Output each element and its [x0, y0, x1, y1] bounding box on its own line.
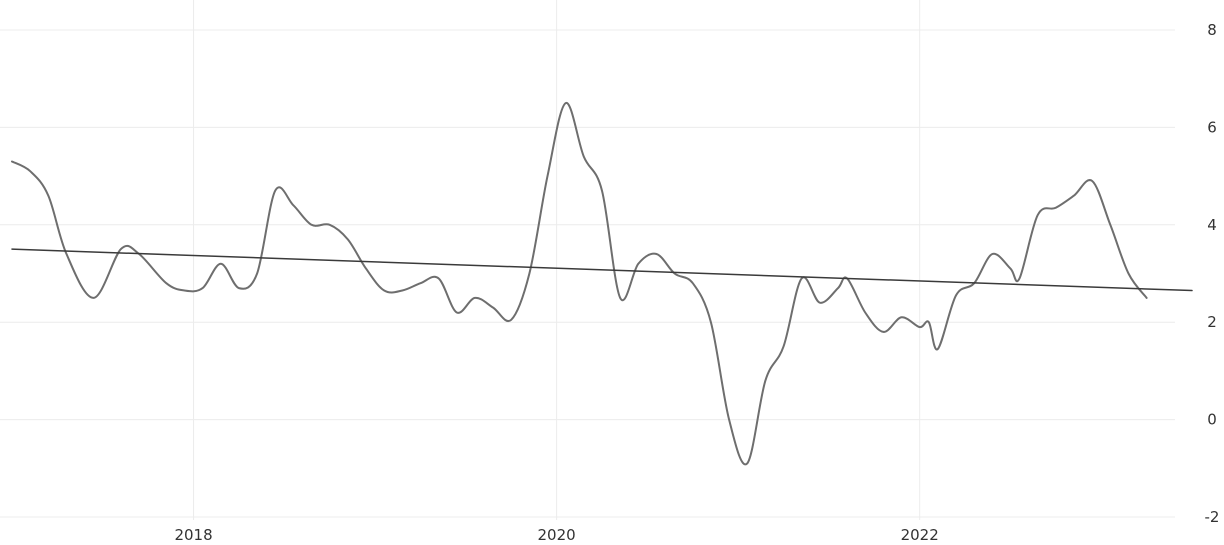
y-tick-label: 2 — [1207, 313, 1217, 331]
x-tick-label: 2022 — [901, 526, 939, 544]
series-line — [11, 102, 1148, 466]
trend-line — [11, 248, 1193, 292]
y-tick-label: 8 — [1207, 21, 1217, 39]
y-tick-label: 6 — [1207, 118, 1217, 136]
y-tick-label: -2 — [1205, 508, 1220, 526]
x-tick-label: 2018 — [174, 526, 212, 544]
y-tick-label: 0 — [1207, 411, 1217, 429]
series-layer — [11, 102, 1193, 466]
y-tick-label: 4 — [1207, 216, 1217, 234]
x-tick-label: 2020 — [538, 526, 576, 544]
y-axis-tick-labels: 8 6 4 2 0 -2 — [1205, 21, 1220, 526]
grid-layer — [0, 0, 1175, 520]
x-axis-tick-labels: 2018 2020 2022 — [174, 526, 938, 544]
